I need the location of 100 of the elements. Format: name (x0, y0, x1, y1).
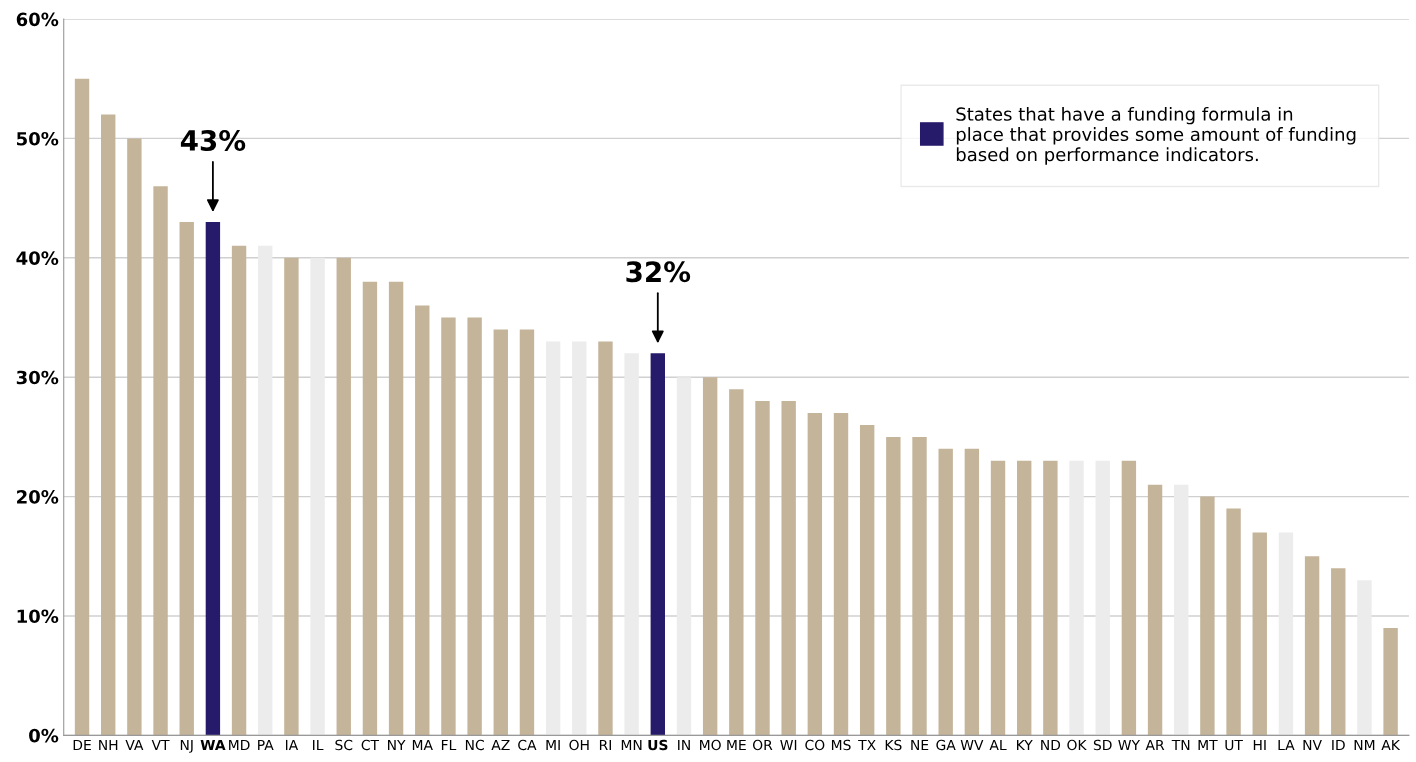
bar (101, 114, 116, 736)
x-tick-label: NY (388, 739, 406, 751)
bar (1252, 532, 1267, 736)
bar (388, 281, 404, 736)
bar (650, 353, 665, 736)
bar (258, 245, 273, 736)
bar (441, 317, 456, 736)
x-tick-label: SC (335, 739, 353, 751)
x-tick-label: US (648, 739, 668, 751)
x-tick-label: TX (858, 739, 876, 751)
bar (336, 257, 351, 736)
x-tick-label: TN (1171, 739, 1190, 751)
bar (572, 341, 587, 736)
legend-label: States that have a funding formula in place that provides some amount of funding based on performance indicators. (956, 106, 1356, 165)
x-tick-label: DE (73, 739, 91, 751)
x-tick-label: GA (936, 739, 956, 751)
bar (1200, 496, 1215, 736)
x-tick-label: HI (1253, 739, 1266, 751)
bar (912, 436, 927, 736)
x-tick-label: MA (412, 739, 433, 751)
bar (179, 222, 194, 736)
x-tick-label: KS (885, 739, 902, 751)
x-tick-label: MS (831, 739, 851, 751)
bar (545, 341, 561, 736)
annotation: 43% (180, 129, 246, 151)
bar (598, 341, 613, 736)
x-tick-label: WA (200, 739, 226, 751)
x-tick-label: OH (569, 739, 589, 751)
x-tick-label: IA (285, 739, 299, 751)
bar (1226, 508, 1241, 736)
x-tick-label: MN (621, 739, 642, 751)
bar (284, 257, 299, 736)
x-tick-label: MT (1198, 739, 1218, 751)
bar (624, 353, 639, 736)
bar (1383, 627, 1398, 736)
bar (493, 329, 508, 736)
x-tick-label: WY (1118, 739, 1141, 751)
x-tick-label: NV (1303, 739, 1322, 751)
bar (1043, 460, 1058, 736)
bar (807, 413, 823, 736)
x-tick-label: MI (546, 739, 560, 751)
x-tick-label: CT (361, 739, 380, 751)
x-tick-label: IL (313, 739, 324, 751)
x-tick-label: NC (465, 739, 484, 751)
x-tick-label: PA (258, 739, 274, 751)
x-tick-label: MO (700, 739, 721, 751)
bar (362, 281, 378, 736)
bar (127, 138, 142, 736)
bar (1174, 484, 1189, 736)
x-tick-label: OR (752, 739, 773, 751)
x-tick-label: WV (960, 739, 984, 751)
bar (1331, 568, 1346, 736)
x-tick-label: CA (518, 739, 537, 751)
bar (964, 448, 980, 736)
x-tick-label: NH (99, 739, 118, 751)
y-tick-label: 30% (16, 370, 59, 385)
bar (702, 377, 718, 736)
x-tick-label: KY (1017, 739, 1033, 751)
x-tick-label: UT (1225, 739, 1243, 751)
bar (1121, 460, 1137, 736)
bar (990, 460, 1006, 736)
bar (415, 305, 430, 736)
x-tick-label: WI (780, 739, 797, 751)
x-tick-label: ID (1332, 739, 1345, 751)
x-tick-label: CO (805, 739, 825, 751)
x-tick-label: NJ (180, 739, 193, 753)
bar (467, 317, 482, 736)
x-tick-label: RI (599, 739, 611, 751)
x-tick-label: IN (678, 739, 690, 751)
bar (153, 186, 168, 736)
y-tick-label: 10% (17, 609, 59, 624)
bar (859, 424, 875, 736)
x-tick-label: SD (1093, 739, 1112, 751)
y-tick-label: 50% (17, 131, 59, 146)
y-tick-label: 0% (29, 728, 59, 743)
bar (1278, 532, 1294, 736)
y-tick-label: 40% (16, 251, 59, 265)
bar (1304, 556, 1320, 736)
x-tick-label: NM (1354, 739, 1375, 751)
y-tick-label: 20% (17, 490, 59, 504)
x-tick-label: NE (911, 739, 929, 751)
annotation: 32% (626, 261, 691, 283)
y-tick-label: 60% (16, 12, 59, 27)
x-tick-label: AL (989, 739, 1007, 751)
x-tick-label: ME (727, 739, 746, 751)
x-tick-label: OK (1067, 739, 1087, 751)
bar (1017, 460, 1032, 736)
bar (676, 377, 692, 736)
bar (1095, 460, 1110, 736)
bar (886, 436, 901, 736)
x-tick-label: MD (229, 739, 250, 751)
bar (1069, 460, 1084, 736)
x-tick-label: FL (441, 739, 457, 751)
bar (781, 401, 796, 736)
bar (938, 448, 953, 736)
bar (205, 222, 221, 736)
x-tick-label: ND (1041, 739, 1061, 751)
bar (1357, 580, 1372, 736)
bar (231, 245, 247, 736)
x-tick-label: VT (151, 739, 170, 751)
